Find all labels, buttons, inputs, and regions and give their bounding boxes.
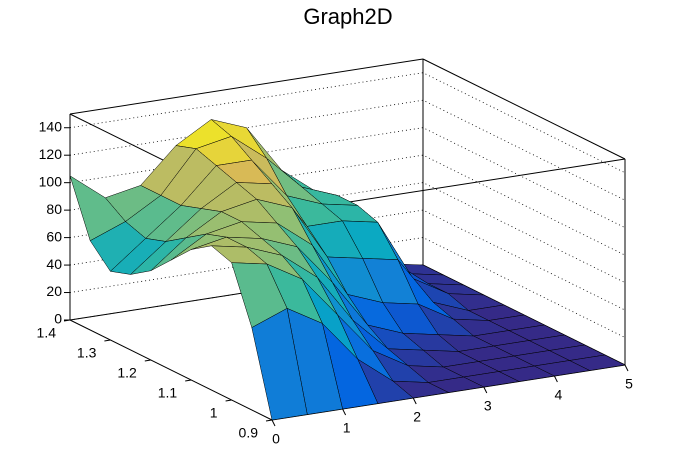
y-tick-label: 1.3 [77, 345, 97, 361]
y-tick [185, 379, 192, 382]
z-tick-label: 120 [39, 146, 63, 162]
surface-cell [251, 307, 308, 421]
z-tick-label: 80 [46, 201, 62, 217]
x-tick [624, 364, 629, 372]
x-tick-label: 5 [625, 376, 633, 392]
z-tick-label: 60 [46, 228, 62, 244]
x-tick-label: 1 [343, 420, 351, 436]
y-tick-label: 1.4 [37, 325, 57, 341]
x-tick-label: 4 [555, 387, 563, 403]
y-tick [104, 339, 111, 342]
y-tick [144, 359, 151, 362]
x-tick-label: 2 [413, 409, 421, 425]
box-edge [422, 58, 626, 160]
x-tick [271, 419, 276, 427]
x-tick-label: 0 [272, 431, 280, 447]
chart-title: Graph2D [303, 4, 392, 29]
x-tick [342, 408, 347, 416]
z-tick-label: 0 [54, 311, 62, 327]
grid-line [69, 72, 626, 174]
z-tick-label: 140 [39, 118, 63, 134]
z-tick-label: 20 [46, 283, 62, 299]
x-tick [412, 397, 417, 405]
z-tick-label: 40 [46, 256, 62, 272]
x-tick-label: 3 [484, 398, 492, 414]
y-tick-label: 1.1 [158, 385, 178, 401]
box-edge [69, 319, 273, 421]
z-tick-label: 100 [39, 173, 63, 189]
y-tick-label: 1 [210, 405, 218, 421]
x-tick [483, 386, 488, 394]
box-edge [69, 58, 424, 115]
y-tick [63, 319, 71, 322]
y-tick-label: 1.2 [117, 365, 137, 381]
y-tick-label: 0.9 [239, 425, 259, 441]
y-tick [265, 419, 273, 422]
y-tick [225, 399, 232, 402]
x-tick [553, 375, 558, 383]
